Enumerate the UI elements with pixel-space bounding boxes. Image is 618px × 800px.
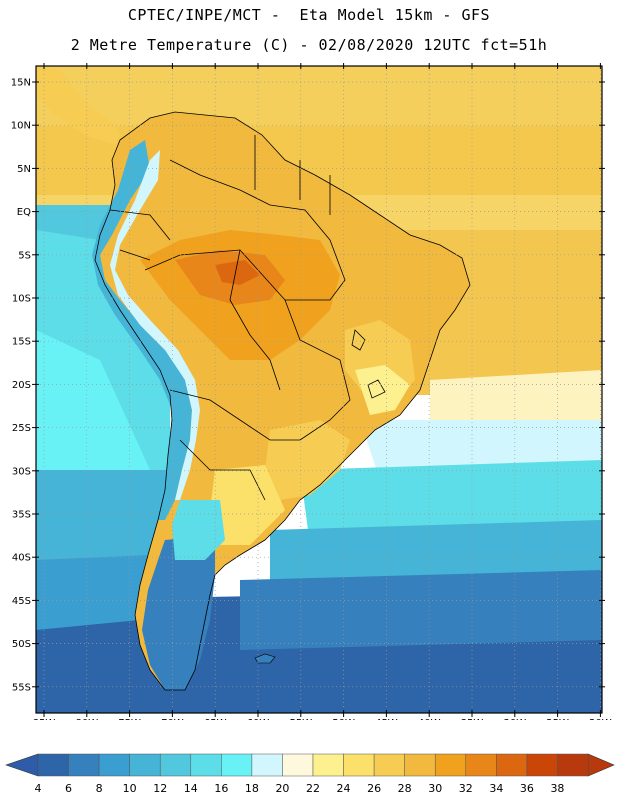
northeast-warm-zone	[340, 235, 450, 310]
longitude-label: 20W	[589, 718, 612, 720]
colorbar-label: 32	[459, 782, 473, 795]
colorbar-cell	[557, 753, 589, 777]
longitude-label: 25W	[546, 718, 569, 720]
longitude-label: 55W	[289, 718, 312, 720]
ocean-pacific-south	[36, 470, 170, 570]
colorbar-label: 26	[367, 782, 381, 795]
colorbar-label: 16	[214, 782, 228, 795]
colorbar-label: 4	[35, 782, 42, 795]
map-frame	[35, 65, 603, 714]
longitude-label: 80W	[75, 718, 98, 720]
colorbar-label: 14	[184, 782, 198, 795]
colorbar-label: 22	[306, 782, 320, 795]
country-borders	[94, 111, 471, 691]
longitude-label: 60W	[247, 718, 270, 720]
map-title: CPTEC/INPE/MCT - Eta Model 15km - GFS	[127, 6, 491, 24]
longitude-label: 65W	[204, 718, 227, 720]
longitude-label: 50W	[332, 718, 355, 720]
latitude-labels: 15N 10N 5N EQ 5S 10S 15S 20S 25S 30S 35S 40S 45S 50S 5…	[11, 78, 31, 694]
longitude-label: 30W	[503, 718, 526, 720]
colorbar-cell	[68, 753, 100, 777]
latitude-label: 10S	[12, 294, 31, 305]
colorbar-cell	[343, 753, 375, 777]
colorbar-label: 34	[489, 782, 503, 795]
latitude-label: 55S	[12, 682, 31, 693]
colorbar-label: 10	[123, 782, 137, 795]
ocean-pacific-mid	[36, 330, 150, 480]
latitude-label: 10N	[11, 121, 31, 132]
longitude-labels: 85W 80W 75W 70W 65W 60W 55W 50W 45W 40W 35W 30W 25W 2…	[33, 718, 612, 720]
colorbar-cell	[526, 753, 558, 777]
pampas-mild	[210, 465, 285, 545]
longitude-label: 35W	[461, 718, 484, 720]
andes-cold-strip	[92, 140, 192, 520]
longitude-label: 70W	[161, 718, 184, 720]
colorbar-label: 8	[96, 782, 103, 795]
colorbar-label: 24	[337, 782, 351, 795]
latitude-label: 5S	[18, 250, 31, 261]
colorbar-cell	[312, 753, 344, 777]
colorbar-over-arrow	[587, 753, 615, 777]
latitude-label: 15S	[12, 337, 31, 348]
andes-light-strip	[110, 150, 200, 500]
colorbar-label: 36	[520, 782, 534, 795]
colorbar-label: 20	[275, 782, 289, 795]
amazon-hottest-spot	[215, 260, 260, 285]
central-america-land	[36, 66, 120, 145]
colorbar-cell	[465, 753, 497, 777]
colorbar: 4 6 8 10 12 14 16 18 20 22 24 26 28 30 32 34 36 38	[5, 753, 615, 795]
colorbar-cell	[373, 753, 405, 777]
map-ticks	[32, 63, 605, 717]
colorbar-cell	[282, 753, 314, 777]
colorbar-cell	[404, 753, 436, 777]
longitude-label: 40W	[418, 718, 441, 720]
colorbar-label: 6	[65, 782, 72, 795]
colorbar-label: 28	[398, 782, 412, 795]
ocean-atlantic-south-mid	[240, 570, 602, 650]
colorbar-cell	[221, 753, 253, 777]
latitude-label: 45S	[12, 596, 31, 607]
patagonia-cold	[142, 535, 215, 690]
latitude-label: 15N	[11, 78, 31, 89]
latitude-label: 25S	[12, 423, 31, 434]
ocean-north-warm	[36, 66, 602, 126]
temperature-map: 15N 10N 5N EQ 5S 10S 15S 20S 25S 30S 35S 40S 45S 50S 5…	[11, 63, 612, 720]
latitude-label: EQ	[17, 207, 31, 218]
colorbar-cell	[159, 753, 192, 777]
colorbar-label: 38	[550, 782, 564, 795]
latitude-label: 20S	[12, 380, 31, 391]
latitude-label: 5N	[17, 164, 31, 175]
colorbar-label: 12	[153, 782, 167, 795]
longitude-label: 75W	[118, 718, 141, 720]
latitude-label: 50S	[12, 639, 31, 650]
colorbar-cell	[98, 753, 130, 777]
map-subtitle: 2 Metre Temperature (C) - 02/08/2020 12U…	[70, 36, 548, 54]
ocean-atlantic-pale	[430, 370, 602, 430]
longitude-label: 45W	[375, 718, 398, 720]
colorbar-cell	[496, 753, 528, 777]
colorbar-cell	[37, 753, 69, 777]
colorbar-under-arrow	[5, 753, 39, 777]
colorbar-cell	[434, 753, 467, 777]
colorbar-cell	[190, 753, 222, 777]
falkland-islands	[254, 653, 276, 664]
ocean-pacific-deep	[36, 555, 150, 630]
latitude-label: 35S	[12, 510, 31, 521]
latitude-label: 30S	[12, 466, 31, 477]
colorbar-cell	[129, 753, 161, 777]
colorbar-label: 30	[428, 782, 442, 795]
longitude-label: 85W	[33, 718, 56, 720]
patagonia-mid	[172, 500, 225, 560]
colorbar-label: 18	[245, 782, 259, 795]
colorbar-cell	[251, 753, 283, 777]
latitude-label: 40S	[12, 553, 31, 564]
southeast-mild-patch	[355, 365, 410, 415]
